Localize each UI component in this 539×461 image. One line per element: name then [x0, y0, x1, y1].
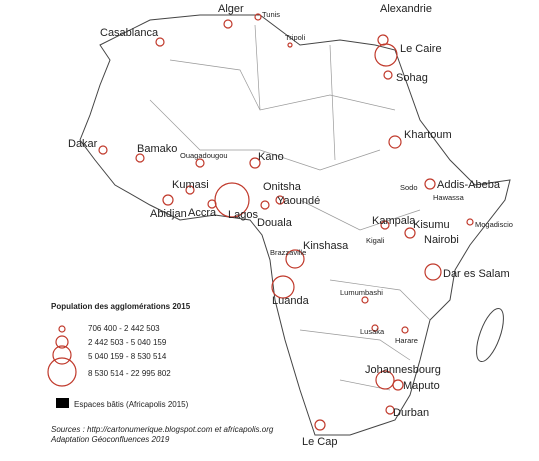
- city-label: Abidjan: [150, 208, 187, 220]
- map-shape: [254, 13, 262, 21]
- city-label: Alger: [218, 3, 244, 15]
- legend-entry: 706 400 - 2 442 503: [88, 324, 160, 333]
- map-shape: [47, 357, 77, 387]
- city-label: Sodo: [400, 183, 418, 192]
- map-shape: [260, 200, 270, 210]
- city-circles: [98, 13, 474, 431]
- city-label: Lagos: [228, 209, 258, 221]
- map-shape: [214, 182, 250, 218]
- city-label: Alexandrie: [380, 3, 432, 15]
- map-shape: [195, 158, 205, 168]
- map-shape: [476, 307, 504, 363]
- city-label: Harare: [395, 336, 418, 345]
- map-shape: [424, 178, 436, 190]
- city-label: Lusaka: [360, 327, 385, 336]
- map-shape: [401, 326, 409, 334]
- city-label: Yaoundé: [277, 195, 320, 207]
- map-shape: [385, 405, 395, 415]
- map-shape: [58, 325, 66, 333]
- map-shape: [207, 199, 217, 209]
- map-shape: [392, 379, 404, 391]
- legend-entry: 2 442 503 - 5 040 159: [88, 338, 167, 347]
- city-label: Khartoum: [404, 129, 452, 141]
- map-shape: [223, 19, 233, 29]
- city-label: Dakar: [68, 138, 98, 150]
- city-labels: Alger Tunis Casablanca Tripoli Alexandri…: [68, 3, 513, 448]
- city-label: Kumasi: [172, 179, 209, 191]
- city-label: Dar es Salam: [443, 268, 510, 280]
- map-shape: [424, 263, 442, 281]
- city-label: Casablanca: [100, 27, 159, 39]
- map-shape: [287, 42, 293, 48]
- legend-entry: Espaces bâtis (Africapolis 2015): [74, 400, 189, 409]
- map-shape: [185, 185, 195, 195]
- city-label: Kigali: [366, 236, 385, 245]
- city-label: Hawassa: [433, 193, 465, 202]
- city-label: Mogadiscio: [475, 220, 513, 229]
- city-label: Tripoli: [285, 33, 305, 42]
- map-shape: [404, 227, 416, 239]
- city-label: Brazzaville: [270, 248, 306, 257]
- city-label: Kano: [258, 151, 284, 163]
- map-shape: [285, 249, 305, 269]
- map-shape: [388, 135, 402, 149]
- city-label: Le Cap: [302, 436, 337, 448]
- map-shape: [383, 70, 393, 80]
- map-shape: [135, 153, 145, 163]
- city-label: Le Caire: [400, 43, 442, 55]
- city-label: Maputo: [403, 380, 440, 392]
- map-shape: [375, 370, 395, 390]
- map-shape: [275, 195, 285, 205]
- city-label: Tunis: [262, 10, 280, 19]
- map-shape: [55, 335, 69, 349]
- legend-title: Population des agglomérations 2015: [51, 302, 191, 311]
- city-label: Addis-Abeba: [437, 179, 501, 191]
- city-label: Kisumu: [413, 219, 450, 231]
- map-shape: [98, 145, 108, 155]
- map-shape: [377, 34, 389, 46]
- map-shape: [52, 345, 72, 365]
- map-shape: [371, 324, 379, 332]
- city-label: Kinshasa: [303, 240, 349, 252]
- map-shape: [149, 24, 431, 391]
- city-label: Durban: [393, 407, 429, 419]
- map-shape: [466, 218, 474, 226]
- map-shape: [249, 157, 261, 169]
- map-shape: [56, 398, 69, 408]
- map-shape: [271, 275, 295, 299]
- legend-entry: 5 040 159 - 8 530 514: [88, 352, 167, 361]
- city-label: Johannesbourg: [365, 364, 441, 376]
- map-shape: [162, 194, 174, 206]
- city-label: Onitsha: [263, 181, 302, 193]
- source: Sources : http://cartonumerique.blogspot…: [51, 425, 274, 434]
- city-label: Lumumbashi: [340, 288, 383, 297]
- map-shape: [314, 419, 326, 431]
- source: Adaptation Géoconfluences 2019: [50, 435, 170, 444]
- city-label: Luanda: [272, 295, 310, 307]
- city-label: Kampala: [372, 215, 416, 227]
- city-label: Accra: [188, 207, 217, 219]
- city-label: Sohag: [396, 72, 428, 84]
- legend-entry: 8 530 514 - 22 995 802: [88, 369, 171, 378]
- map-shape: [155, 37, 165, 47]
- city-label: Douala: [257, 217, 293, 229]
- legend: Population des agglomérations 2015 706 4…: [47, 302, 274, 444]
- map-shape: [380, 220, 390, 230]
- city-label: Bamako: [137, 143, 177, 155]
- city-label: Nairobi: [424, 234, 459, 246]
- map-shape: [361, 296, 369, 304]
- city-label: Ouagadougou: [180, 151, 228, 160]
